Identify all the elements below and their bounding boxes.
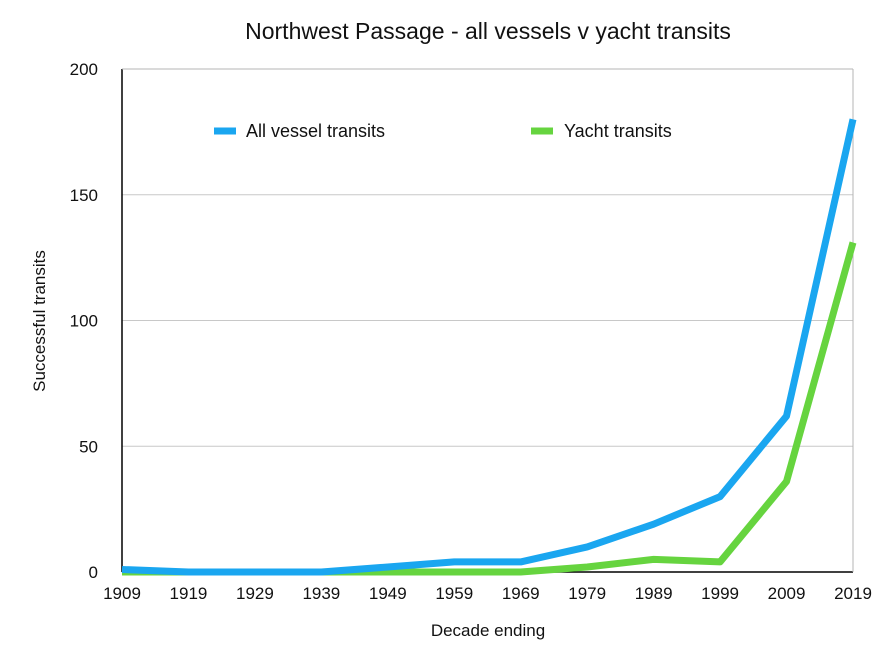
y-tick-label: 50 [79,437,98,456]
y-tick-label: 100 [70,312,98,331]
x-tick-label: 1909 [103,584,141,603]
x-tick-label: 1989 [635,584,673,603]
y-tick-label: 150 [70,186,98,205]
chart-title: Northwest Passage - all vessels v yacht … [245,18,731,44]
x-tick-label: 1949 [369,584,407,603]
x-tick-labels: 1909 1919 1929 1939 1949 1959 1969 1979 1989 1999… [103,584,872,603]
x-tick-label: 1939 [302,584,340,603]
x-tick-label: 2009 [768,584,806,603]
x-tick-label: 2019 [834,584,872,603]
y-axis-label: Successful transits [30,250,49,392]
x-tick-label: 1979 [568,584,606,603]
x-tick-label: 1929 [236,584,274,603]
x-axis-label: Decade ending [431,621,545,640]
x-tick-label: 1919 [170,584,208,603]
legend-label-2: Yacht transits [564,121,672,141]
y-tick-label: 200 [70,60,98,79]
x-tick-label: 1959 [435,584,473,603]
series-lines [121,118,857,576]
legend: All vessel transits Yacht transits [214,121,672,141]
y-tick-label: 0 [89,563,98,582]
gridlines [122,194,853,447]
series-line-2 [122,241,857,576]
x-tick-label: 1999 [701,584,739,603]
y-tick-labels: 0 50 100 150 200 [70,60,98,582]
x-tick-label: 1969 [502,584,540,603]
legend-label-1: All vessel transits [246,121,385,141]
series-line-1 [121,118,857,576]
